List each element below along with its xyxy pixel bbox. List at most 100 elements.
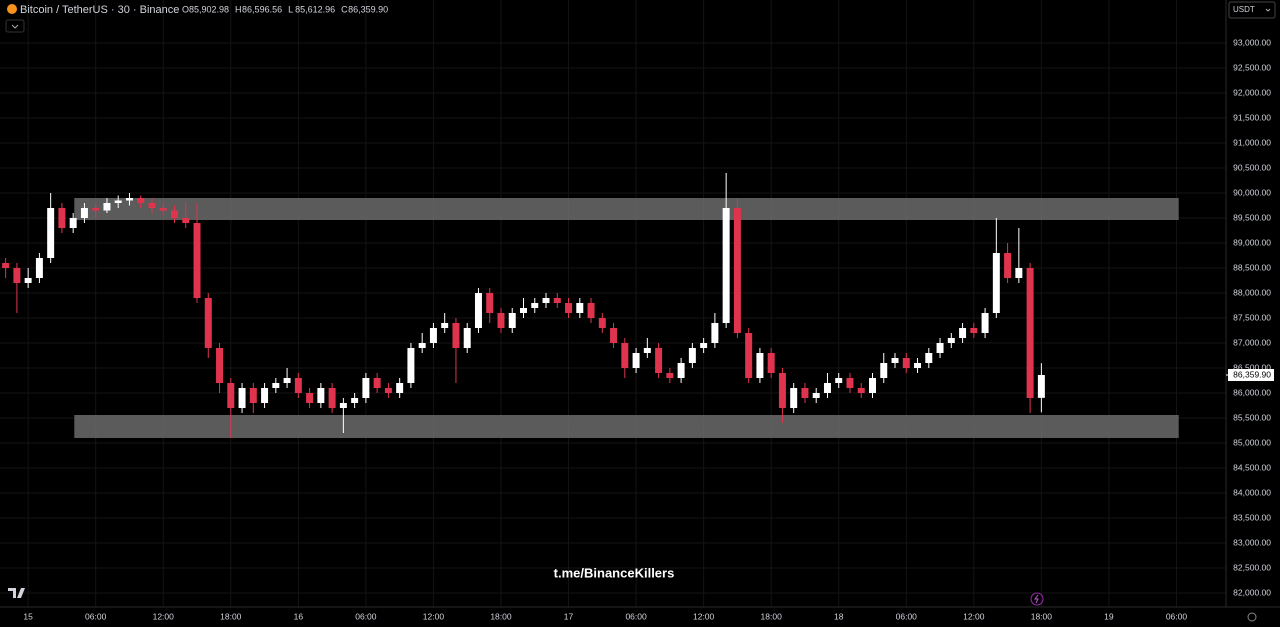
x-tick-label: 12:00 bbox=[693, 611, 715, 621]
candle-body bbox=[632, 353, 640, 368]
ohlc-key: O bbox=[182, 4, 189, 14]
candle-body bbox=[981, 313, 989, 333]
y-tick-label: 86,500.00 bbox=[1233, 362, 1271, 372]
candle-body bbox=[542, 298, 550, 303]
zone bbox=[74, 415, 1179, 438]
candle-body bbox=[925, 353, 933, 363]
candle-body bbox=[801, 388, 809, 398]
price-label: 86,359.90 bbox=[1233, 369, 1271, 379]
x-tick-label: 18:00 bbox=[761, 611, 783, 621]
candle-body bbox=[1015, 268, 1023, 278]
candle-body bbox=[452, 323, 460, 348]
x-tick-label: 18:00 bbox=[220, 611, 242, 621]
ohlc-legend: O 85,902.98 H 86,596.56 L 85,612.96 C 86,359.90 bbox=[182, 4, 388, 14]
x-tick-label: 16 bbox=[294, 611, 304, 621]
y-tick-label: 90,000.00 bbox=[1233, 187, 1271, 197]
currency-select[interactable] bbox=[1228, 1, 1276, 19]
candle-body bbox=[204, 298, 212, 348]
candle-body bbox=[914, 363, 922, 368]
candle-body bbox=[936, 343, 944, 353]
currency-label: USDT bbox=[1233, 5, 1255, 14]
candle-body bbox=[317, 388, 325, 403]
candle-body bbox=[463, 328, 471, 348]
candle-body bbox=[125, 198, 133, 201]
candle-body bbox=[429, 328, 437, 343]
y-tick-label: 88,500.00 bbox=[1233, 262, 1271, 272]
candle-body bbox=[1026, 268, 1034, 398]
ohlc-value: 85,902.98 bbox=[189, 4, 229, 14]
candle-body bbox=[959, 328, 967, 338]
candle-body bbox=[407, 348, 415, 383]
candle-body bbox=[351, 398, 359, 403]
candle-body bbox=[790, 388, 798, 408]
x-tick-label: 06:00 bbox=[355, 611, 377, 621]
ohlc-value: 86,596.56 bbox=[242, 4, 282, 14]
candle-body bbox=[418, 343, 426, 348]
candle-body bbox=[384, 388, 392, 393]
y-tick-label: 82,000.00 bbox=[1233, 587, 1271, 597]
candle-body bbox=[745, 333, 753, 378]
candle-body bbox=[238, 388, 246, 408]
candle-body bbox=[531, 303, 539, 308]
y-tick-label: 88,000.00 bbox=[1233, 287, 1271, 297]
candle-body bbox=[294, 378, 302, 393]
ohlc-value: 86,359.90 bbox=[348, 4, 388, 14]
candle-body bbox=[272, 383, 280, 388]
y-tick-label: 87,000.00 bbox=[1233, 337, 1271, 347]
x-tick-label: 18 bbox=[834, 611, 844, 621]
alert-icon[interactable] bbox=[1030, 592, 1044, 606]
candle-body bbox=[733, 208, 741, 333]
coin-icon bbox=[7, 4, 17, 14]
zones bbox=[74, 198, 1179, 438]
candle-body bbox=[103, 203, 111, 211]
candle-body bbox=[947, 338, 955, 343]
candle-body bbox=[69, 218, 77, 228]
candle-body bbox=[857, 388, 865, 393]
y-tick-label: 84,000.00 bbox=[1233, 487, 1271, 497]
candle-body bbox=[47, 208, 55, 258]
candles bbox=[2, 173, 1045, 438]
candle-body bbox=[767, 353, 775, 373]
x-tick-label: 18:00 bbox=[490, 611, 512, 621]
candle-body bbox=[655, 348, 663, 373]
x-tick-label: 12:00 bbox=[963, 611, 985, 621]
candle-body bbox=[362, 378, 370, 398]
candle-body bbox=[711, 323, 719, 343]
x-tick-label: 06:00 bbox=[1166, 611, 1188, 621]
x-tick-label: 18:00 bbox=[1031, 611, 1053, 621]
y-tick-label: 89,000.00 bbox=[1233, 237, 1271, 247]
candle-body bbox=[902, 358, 910, 368]
candle-body bbox=[598, 318, 606, 328]
x-tick-label: 12:00 bbox=[423, 611, 445, 621]
candle-body bbox=[700, 343, 708, 348]
zone bbox=[74, 198, 1179, 220]
candle-body bbox=[193, 223, 201, 298]
watermark: t.me/BinanceKillers bbox=[554, 565, 675, 580]
candle-body bbox=[148, 203, 156, 208]
settings-icon[interactable] bbox=[1247, 612, 1257, 622]
candle-body bbox=[497, 313, 505, 328]
x-tick-label: 15 bbox=[23, 611, 33, 621]
candle-body bbox=[823, 383, 831, 393]
candle-body bbox=[1037, 375, 1045, 398]
candle-body bbox=[508, 313, 516, 328]
dropdown-icon bbox=[1265, 8, 1271, 12]
candle-body bbox=[137, 198, 145, 203]
y-tick-label: 93,000.00 bbox=[1233, 37, 1271, 47]
candle-body bbox=[812, 393, 820, 398]
candle-body bbox=[970, 328, 978, 333]
candle-body bbox=[688, 348, 696, 363]
candle-body bbox=[553, 298, 561, 303]
candle-body bbox=[306, 393, 314, 403]
candle-body bbox=[441, 323, 449, 328]
candle-body bbox=[328, 388, 336, 408]
candle-body bbox=[80, 208, 88, 218]
candle-body bbox=[13, 268, 21, 283]
candle-body bbox=[756, 353, 764, 378]
collapse-button[interactable] bbox=[5, 19, 25, 33]
candle-body bbox=[610, 328, 618, 343]
candle-body bbox=[92, 208, 100, 211]
candle-body bbox=[486, 293, 494, 313]
